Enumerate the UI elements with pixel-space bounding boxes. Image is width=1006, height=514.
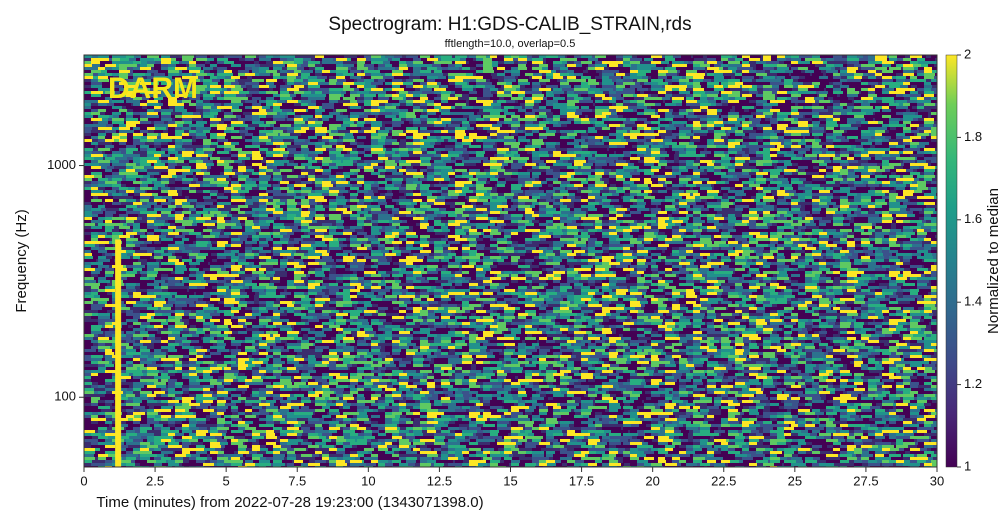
noise-texture xyxy=(84,55,937,467)
y-tick-label: 100 xyxy=(54,389,76,404)
colorbar xyxy=(945,54,958,468)
x-tick-label: 2.5 xyxy=(146,473,164,488)
x-tick-label: 22.5 xyxy=(711,473,736,488)
x-tick-label: 27.5 xyxy=(853,473,878,488)
x-tick-label: 17.5 xyxy=(569,473,594,488)
x-tick-label: 0 xyxy=(80,473,87,488)
x-tick-label: 5 xyxy=(223,473,230,488)
chart-title: Spectrogram: H1:GDS-CALIB_STRAIN,rds xyxy=(328,14,691,35)
x-tick-label: 10 xyxy=(361,473,375,488)
noise-texture xyxy=(84,55,937,467)
colorbar-tick-label: 1 xyxy=(964,458,971,473)
x-tick-label: 12.5 xyxy=(427,473,452,488)
y-axis-label: Frequency (Hz) xyxy=(13,209,30,312)
x-tick-label: 7.5 xyxy=(288,473,306,488)
x-tick-label: 30 xyxy=(930,473,944,488)
x-tick-label: 25 xyxy=(788,473,802,488)
plot-area xyxy=(84,55,937,467)
x-axis-label: Time (minutes) from 2022-07-28 19:23:00 … xyxy=(96,494,483,511)
x-tick-label: 20 xyxy=(645,473,659,488)
annotation: DARM xyxy=(108,72,198,105)
noise-texture xyxy=(84,55,937,467)
colorbar-tick-label: 1.8 xyxy=(964,129,982,144)
colorbar-tick-label: 2 xyxy=(964,46,971,61)
y-tick-label: 1000 xyxy=(47,157,76,172)
colorbar-tick-label: 1.4 xyxy=(964,294,982,309)
x-tick-label: 15 xyxy=(503,473,517,488)
noise-texture xyxy=(84,55,937,467)
glitch-band xyxy=(115,239,122,467)
colorbar-tick-label: 1.2 xyxy=(964,376,982,391)
colorbar-label: Normalized to median xyxy=(985,188,1002,334)
colorbar-tick-label: 1.6 xyxy=(964,211,982,226)
chart-subtitle: fftlength=10.0, overlap=0.5 xyxy=(445,38,576,50)
